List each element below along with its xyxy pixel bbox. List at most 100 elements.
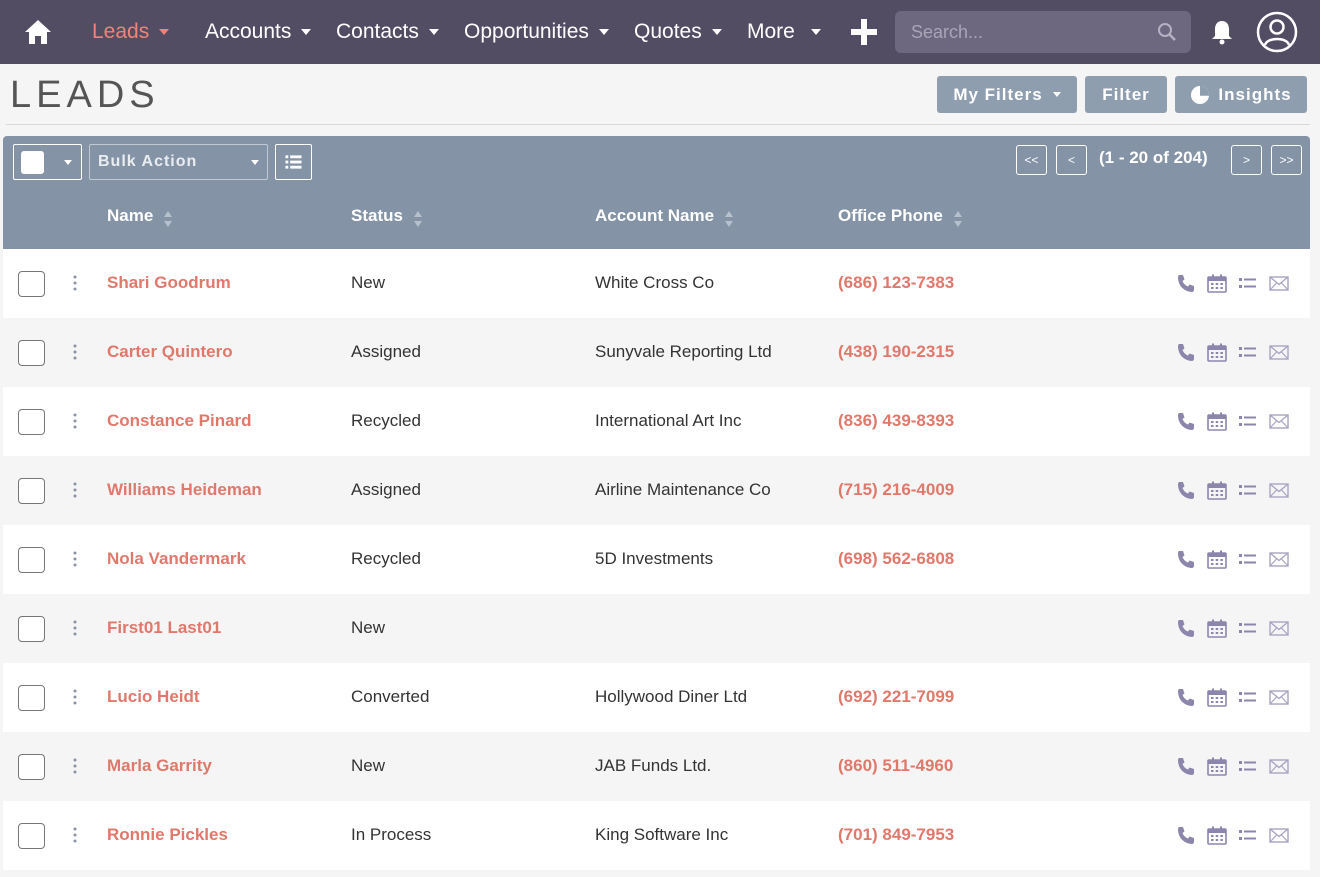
lead-name-link[interactable]: Nola Vandermark (107, 549, 246, 568)
lead-office-phone-link[interactable]: (860) 511-4960 (838, 756, 954, 775)
more-options-icon[interactable] (71, 342, 79, 362)
column-chooser-button[interactable] (275, 144, 312, 180)
task-list-icon[interactable] (1237, 756, 1259, 776)
calendar-icon[interactable] (1206, 411, 1228, 431)
insights-button[interactable]: Insights (1175, 76, 1307, 113)
email-icon[interactable] (1268, 687, 1290, 707)
nav-item-opportunities[interactable]: Opportunities (464, 0, 609, 64)
phone-icon[interactable] (1175, 825, 1197, 845)
my-filters-button[interactable]: My Filters (937, 76, 1077, 113)
calendar-icon[interactable] (1206, 549, 1228, 569)
phone-icon[interactable] (1175, 480, 1197, 500)
lead-name-link[interactable]: Ronnie Pickles (107, 825, 228, 844)
email-icon[interactable] (1268, 342, 1290, 362)
plus-icon[interactable] (850, 18, 878, 46)
nav-item-more[interactable]: More (747, 0, 821, 64)
next-page-button[interactable]: > (1231, 145, 1262, 175)
lead-name-link[interactable]: Marla Garrity (107, 756, 212, 775)
email-icon[interactable] (1268, 825, 1290, 845)
bell-icon[interactable] (1208, 18, 1236, 46)
search-input[interactable] (895, 11, 1145, 53)
column-header-office-phone[interactable]: Office Phone (838, 206, 963, 229)
more-options-icon[interactable] (71, 549, 79, 569)
column-header-account-name[interactable]: Account Name (595, 206, 734, 229)
column-header-status[interactable]: Status (351, 206, 423, 229)
lead-office-phone-link[interactable]: (686) 123-7383 (838, 273, 955, 292)
calendar-icon[interactable] (1206, 618, 1228, 638)
email-icon[interactable] (1268, 549, 1290, 569)
nav-label: Contacts (336, 20, 419, 43)
more-options-icon[interactable] (71, 273, 79, 293)
phone-icon[interactable] (1175, 756, 1197, 776)
lead-office-phone-link[interactable]: (836) 439-8393 (838, 411, 955, 430)
row-checkbox[interactable] (18, 340, 45, 366)
task-list-icon[interactable] (1237, 411, 1259, 431)
email-icon[interactable] (1268, 618, 1290, 638)
nav-item-quotes[interactable]: Quotes (634, 0, 722, 64)
lead-office-phone-link[interactable]: (438) 190-2315 (838, 342, 955, 361)
calendar-icon[interactable] (1206, 342, 1228, 362)
more-options-icon[interactable] (71, 480, 79, 500)
lead-name-link[interactable]: Carter Quintero (107, 342, 233, 361)
row-checkbox[interactable] (18, 547, 45, 573)
email-icon[interactable] (1268, 480, 1290, 500)
row-checkbox[interactable] (18, 616, 45, 642)
row-checkbox[interactable] (18, 754, 45, 780)
lead-office-phone-link[interactable]: (692) 221-7099 (838, 687, 955, 706)
calendar-icon[interactable] (1206, 687, 1228, 707)
row-checkbox[interactable] (18, 271, 45, 297)
more-options-icon[interactable] (71, 411, 79, 431)
phone-icon[interactable] (1175, 618, 1197, 638)
nav-item-leads[interactable]: Leads (92, 0, 170, 64)
lead-office-phone-link[interactable]: (701) 849-7953 (838, 825, 955, 844)
email-icon[interactable] (1268, 756, 1290, 776)
filter-button[interactable]: Filter (1085, 76, 1167, 113)
lead-name-link[interactable]: First01 Last01 (107, 618, 222, 637)
calendar-icon[interactable] (1206, 756, 1228, 776)
lead-office-phone-link[interactable]: (715) 216-4009 (838, 480, 955, 499)
phone-icon[interactable] (1175, 549, 1197, 569)
task-list-icon[interactable] (1237, 342, 1259, 362)
calendar-icon[interactable] (1206, 480, 1228, 500)
lead-name-link[interactable]: Shari Goodrum (107, 273, 231, 292)
more-options-icon[interactable] (71, 825, 79, 845)
phone-icon[interactable] (1175, 411, 1197, 431)
first-page-button[interactable]: << (1016, 145, 1047, 175)
row-checkbox[interactable] (18, 685, 45, 711)
last-page-button[interactable]: >> (1271, 145, 1302, 175)
row-checkbox[interactable] (18, 478, 45, 504)
email-icon[interactable] (1268, 411, 1290, 431)
task-list-icon[interactable] (1237, 618, 1259, 638)
more-options-icon[interactable] (71, 687, 79, 707)
task-list-icon[interactable] (1237, 687, 1259, 707)
nav-label: Quotes (634, 20, 702, 43)
task-list-icon[interactable] (1237, 480, 1259, 500)
email-icon[interactable] (1268, 273, 1290, 293)
nav-item-contacts[interactable]: Contacts (336, 0, 439, 64)
lead-name-link[interactable]: Lucio Heidt (107, 687, 200, 706)
calendar-icon[interactable] (1206, 273, 1228, 293)
lead-name-link[interactable]: Williams Heideman (107, 480, 262, 499)
home-icon[interactable] (22, 16, 54, 48)
prev-page-button[interactable]: < (1056, 145, 1087, 175)
task-list-icon[interactable] (1237, 825, 1259, 845)
task-list-icon[interactable] (1237, 273, 1259, 293)
search-icon[interactable] (1157, 22, 1177, 42)
phone-icon[interactable] (1175, 342, 1197, 362)
more-options-icon[interactable] (71, 618, 79, 638)
select-all-dropdown[interactable] (13, 144, 82, 180)
calendar-icon[interactable] (1206, 825, 1228, 845)
row-checkbox[interactable] (18, 409, 45, 435)
lead-name-link[interactable]: Constance Pinard (107, 411, 252, 430)
lead-office-phone-link[interactable]: (698) 562-6808 (838, 549, 955, 568)
more-options-icon[interactable] (71, 756, 79, 776)
nav-item-accounts[interactable]: Accounts (205, 0, 312, 64)
column-header-name[interactable]: Name (107, 206, 173, 229)
phone-icon[interactable] (1175, 273, 1197, 293)
phone-icon[interactable] (1175, 687, 1197, 707)
row-checkbox[interactable] (18, 823, 45, 849)
select-all-checkbox[interactable] (21, 151, 44, 174)
task-list-icon[interactable] (1237, 549, 1259, 569)
bulk-action-dropdown[interactable]: Bulk Action (89, 144, 268, 180)
user-avatar-icon[interactable] (1256, 11, 1298, 53)
